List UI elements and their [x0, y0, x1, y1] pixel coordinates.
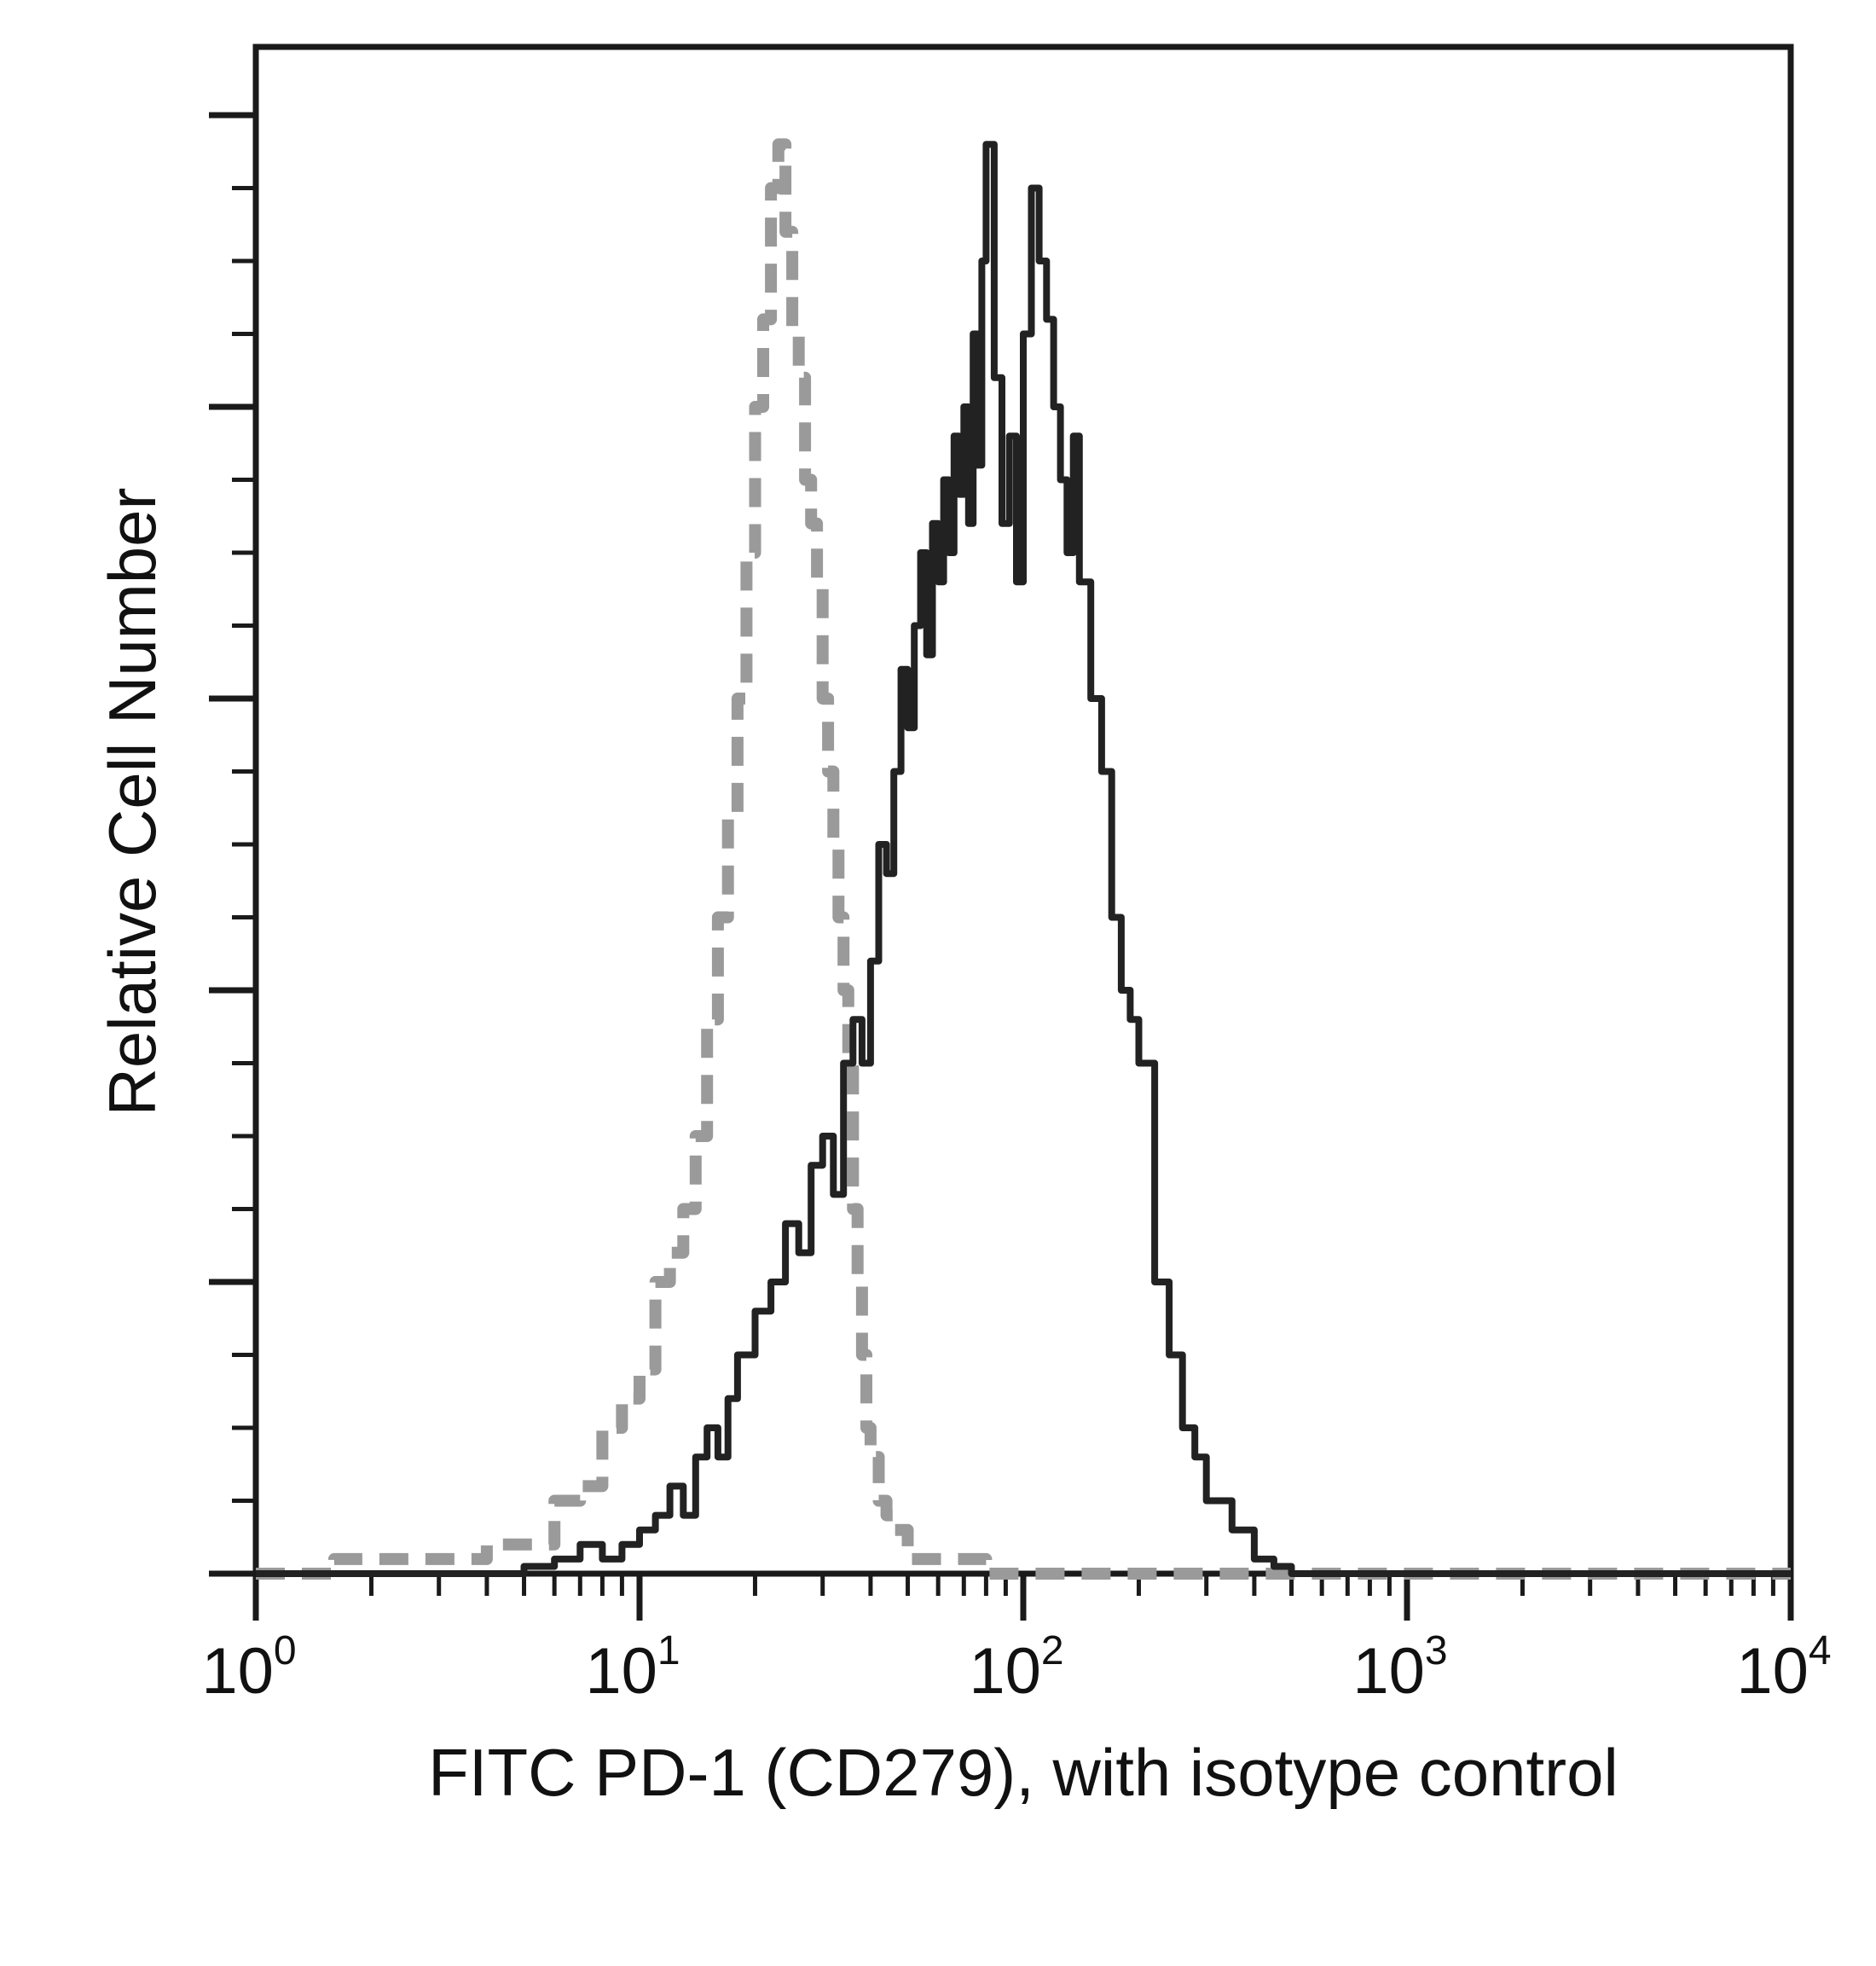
x-tick-label: 101 [585, 1628, 680, 1708]
series-layer [256, 138, 1791, 1580]
x-tick-label: 100 [201, 1628, 296, 1708]
plot-frame [252, 43, 1794, 1577]
x-tick-label: 102 [969, 1628, 1063, 1708]
y-ticks [209, 112, 256, 1577]
pd1-series [256, 141, 1791, 1577]
x-ticks [252, 1574, 1794, 1621]
x-tick-label: 103 [1352, 1628, 1447, 1708]
x-tick-label: 104 [1736, 1628, 1831, 1708]
isotype-control-series [256, 138, 1791, 1580]
x-axis-title: FITC PD-1 (CD279), with isotype control [428, 1735, 1618, 1810]
x-tick-labels: 100 101 102 103 104 [201, 1628, 1831, 1708]
y-axis-title: Relative Cell Number [95, 488, 170, 1116]
